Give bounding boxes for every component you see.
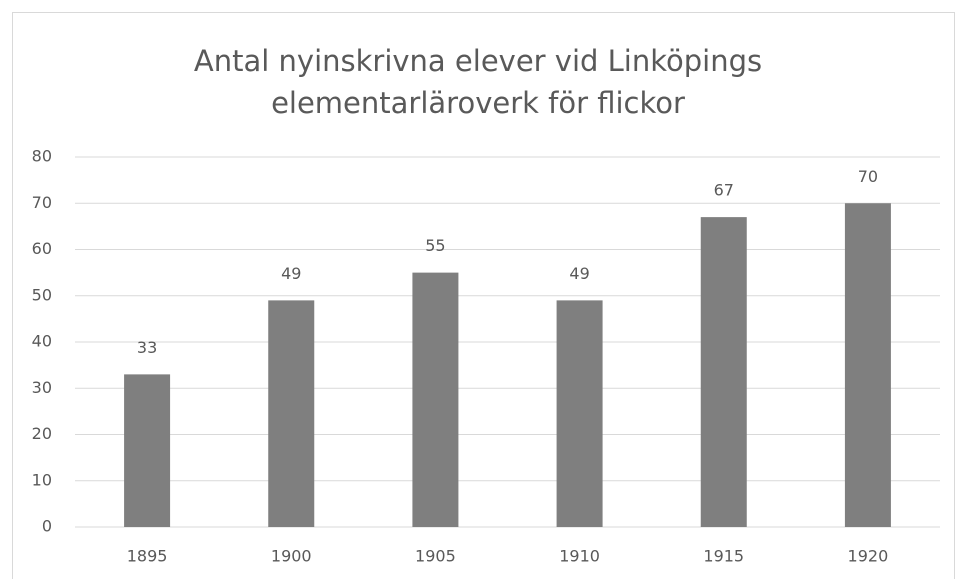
y-tick-label: 60 bbox=[32, 239, 52, 258]
chart-title: Antal nyinskrivna elever vid Linköpings … bbox=[193, 44, 763, 120]
x-tick-label: 1910 bbox=[559, 547, 600, 566]
bar bbox=[124, 374, 171, 527]
x-tick-label: 1905 bbox=[415, 547, 456, 566]
y-tick-label: 10 bbox=[32, 470, 52, 489]
y-tick-label: 50 bbox=[32, 285, 52, 304]
bar bbox=[268, 300, 315, 527]
y-tick-label: 0 bbox=[42, 517, 52, 536]
y-tick-label: 30 bbox=[32, 378, 52, 397]
y-tick-label: 70 bbox=[32, 193, 52, 212]
bar bbox=[556, 300, 603, 527]
bar bbox=[412, 272, 459, 527]
x-tick-label: 1920 bbox=[848, 547, 889, 566]
data-label: 67 bbox=[714, 181, 734, 200]
data-label: 49 bbox=[281, 264, 301, 283]
x-tick-label: 1900 bbox=[271, 547, 312, 566]
y-tick-label: 80 bbox=[32, 147, 52, 166]
x-tick-label: 1915 bbox=[703, 547, 744, 566]
x-tick-label: 1895 bbox=[127, 547, 168, 566]
bar bbox=[844, 203, 891, 527]
data-label: 70 bbox=[858, 167, 878, 186]
data-label: 55 bbox=[425, 236, 445, 255]
bar bbox=[700, 217, 747, 527]
chart-border bbox=[12, 12, 955, 579]
y-tick-label: 40 bbox=[32, 332, 52, 351]
y-tick-label: 20 bbox=[32, 424, 52, 443]
data-label: 49 bbox=[569, 264, 589, 283]
data-label: 33 bbox=[137, 338, 157, 357]
